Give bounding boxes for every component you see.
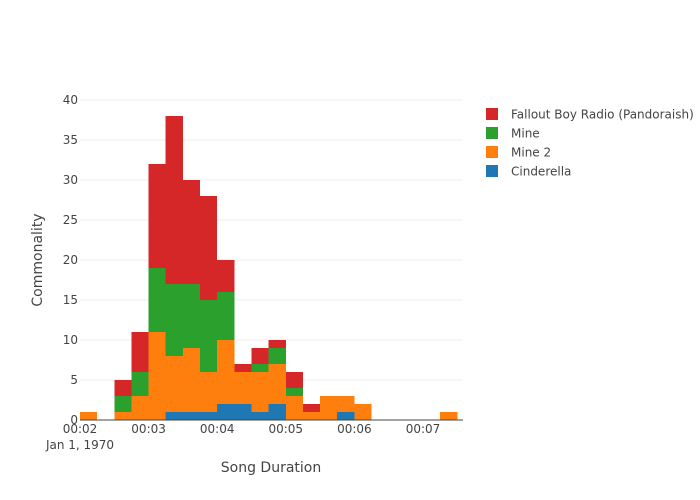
bar-fallout-boy-radio-pandoraish	[148, 164, 166, 268]
bar-mine-2	[320, 396, 338, 420]
bar-cinderella	[251, 412, 269, 420]
bar-fallout-boy-radio-pandoraish	[302, 404, 321, 412]
bar-mine	[268, 348, 286, 364]
x-tick-label: 00:03	[131, 422, 166, 436]
y-tick-label: 20	[63, 253, 78, 267]
bar-mine-2	[354, 404, 372, 420]
bar-cinderella	[182, 412, 201, 420]
bar-mine-2	[148, 332, 166, 420]
bar-mine-2	[268, 364, 286, 404]
y-tick-label: 35	[63, 133, 78, 147]
bar-mine	[217, 292, 235, 340]
legend-item: Fallout Boy Radio (Pandoraish)	[486, 108, 694, 122]
bar-mine-2	[302, 412, 321, 420]
legend-label: Mine 2	[511, 146, 551, 160]
y-tick-label: 30	[63, 173, 78, 187]
y-tick-label: 40	[63, 93, 78, 107]
bar-cinderella	[165, 412, 183, 420]
bar-mine-2	[440, 412, 458, 420]
y-tick-label: 5	[70, 373, 78, 387]
bar-fallout-boy-radio-pandoraish	[182, 180, 201, 284]
legend-item: Cinderella	[486, 165, 571, 179]
bar-mine-2	[285, 396, 303, 420]
bar-fallout-boy-radio-pandoraish	[131, 332, 149, 372]
bar-mine-2	[165, 356, 183, 412]
x-tick-label: 00:06	[337, 422, 372, 436]
x-tick-label: 00:04	[200, 422, 235, 436]
bar-fallout-boy-radio-pandoraish	[114, 380, 132, 396]
legend-label: Mine	[511, 127, 540, 141]
bar-mine-2	[182, 348, 201, 412]
legend-item: Mine	[486, 127, 540, 141]
legend-swatch	[486, 165, 498, 177]
bar-fallout-boy-radio-pandoraish	[165, 116, 183, 284]
bar-mine	[114, 396, 132, 412]
x-date-label: Jan 1, 1970	[45, 438, 114, 452]
bar-mine	[200, 300, 218, 372]
bar-cinderella	[200, 412, 218, 420]
bar-mine	[165, 284, 183, 356]
bar-mine-2	[80, 412, 98, 420]
x-tick-label: 00:07	[406, 422, 441, 436]
legend-item: Mine 2	[486, 146, 551, 160]
bar-mine-2	[114, 412, 132, 420]
bar-cinderella	[337, 412, 355, 420]
bar-mine-2	[217, 340, 235, 404]
bar-fallout-boy-radio-pandoraish	[251, 348, 269, 364]
bar-fallout-boy-radio-pandoraish	[200, 196, 218, 300]
x-tick-label: 00:05	[268, 422, 303, 436]
bar-mine-2	[200, 372, 218, 412]
axes: 0 5 10 15 20 25 30 35 40 00:02 00:03 00:04 00:05 00:0…	[45, 93, 463, 452]
bar-mine-2	[131, 396, 149, 420]
bar-cinderella	[268, 404, 286, 420]
y-tick-label: 15	[63, 293, 78, 307]
bar-cinderella	[234, 404, 252, 420]
bar-mine	[251, 364, 269, 372]
legend-label: Cinderella	[511, 165, 571, 179]
bar-mine-2	[251, 372, 269, 412]
bar-fallout-boy-radio-pandoraish	[285, 372, 303, 388]
bar-mine-2	[234, 372, 252, 404]
bar-mine	[148, 268, 166, 332]
bar-mine	[182, 284, 201, 348]
legend-label: Fallout Boy Radio (Pandoraish)	[511, 108, 694, 122]
legend: Fallout Boy Radio (Pandoraish) Mine Mine 2…	[486, 108, 694, 179]
bar-mine	[285, 388, 303, 396]
y-tick-label: 10	[63, 333, 78, 347]
bar-mine-2	[337, 396, 355, 412]
legend-swatch	[486, 127, 498, 139]
legend-swatch	[486, 108, 498, 120]
bars	[80, 116, 458, 420]
y-tick-label: 25	[63, 213, 78, 227]
bar-fallout-boy-radio-pandoraish	[234, 364, 252, 372]
y-tick-label: 0	[70, 413, 78, 427]
bar-fallout-boy-radio-pandoraish	[268, 340, 286, 348]
y-axis-title: Commonality	[30, 213, 46, 306]
bar-fallout-boy-radio-pandoraish	[217, 260, 235, 292]
bar-cinderella	[217, 404, 235, 420]
legend-swatch	[486, 146, 498, 158]
x-axis-title: Song Duration	[221, 460, 321, 476]
bar-mine	[131, 372, 149, 396]
x-tick-label: 00:02	[63, 422, 98, 436]
